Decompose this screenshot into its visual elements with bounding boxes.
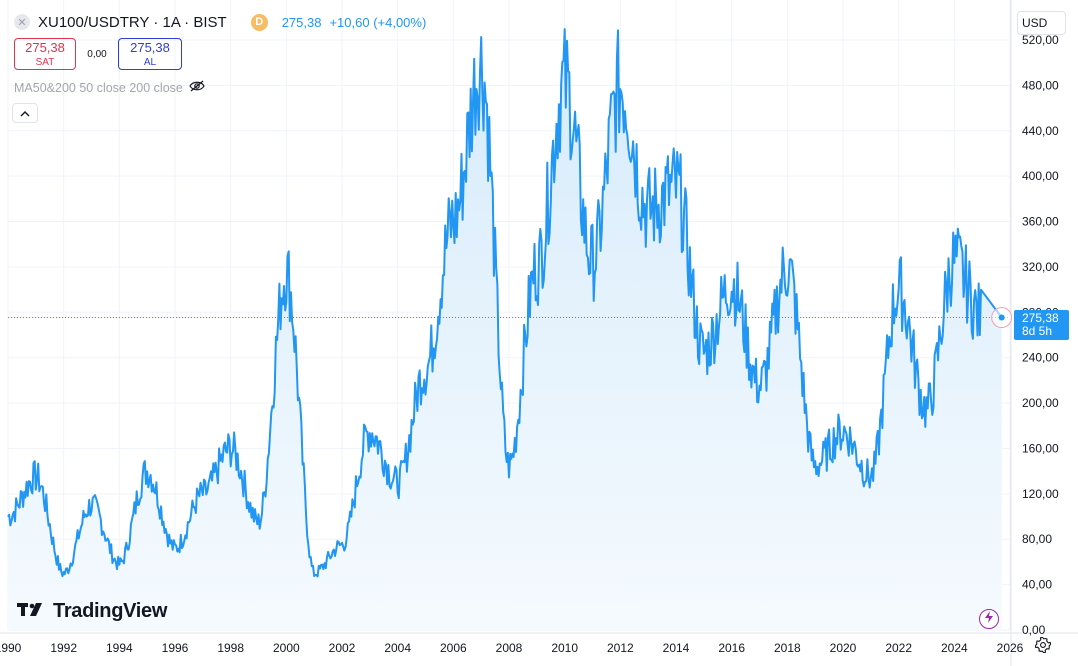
header-last-price: 275,38 bbox=[281, 14, 322, 30]
y-tick-label: 40,00 bbox=[1022, 578, 1052, 592]
gear-icon bbox=[1034, 636, 1052, 658]
buy-price: 275,38 bbox=[130, 40, 170, 55]
tradingview-logo[interactable]: TradingView bbox=[17, 600, 167, 623]
y-tick-label: 0,00 bbox=[1022, 623, 1046, 637]
flash-button[interactable] bbox=[979, 609, 999, 629]
x-tick-label: 2012 bbox=[607, 641, 634, 655]
y-tick-label: 360,00 bbox=[1022, 215, 1059, 229]
x-tick-label: 2006 bbox=[440, 641, 467, 655]
sell-label: SAT bbox=[35, 57, 55, 68]
gear-button[interactable] bbox=[1034, 636, 1052, 658]
x-tick-label: 2016 bbox=[718, 641, 745, 655]
y-tick-label: 200,00 bbox=[1022, 396, 1059, 410]
logo-text: TradingView bbox=[53, 600, 168, 622]
symbol-title[interactable]: XU100/USDTRY · 1A · BIST bbox=[38, 13, 227, 31]
currency-button[interactable]: USD bbox=[1017, 11, 1066, 35]
y-tick-label: 400,00 bbox=[1022, 169, 1059, 183]
y-tick-label: 480,00 bbox=[1022, 78, 1059, 92]
x-tick-label: 2002 bbox=[329, 641, 356, 655]
buy-button[interactable]: 275,38 AL bbox=[118, 38, 182, 70]
y-tick-label: 440,00 bbox=[1022, 124, 1059, 138]
x-tick-label: 1992 bbox=[50, 641, 77, 655]
x-tick-label: 2024 bbox=[941, 641, 968, 655]
chevron-up-icon bbox=[20, 104, 30, 122]
trade-panel: 275,38 SAT 0,00 275,38 AL bbox=[14, 38, 182, 70]
x-tick-label: 2004 bbox=[384, 641, 411, 655]
x-tick-label: 2014 bbox=[663, 641, 690, 655]
last-point-dot bbox=[998, 314, 1005, 321]
symbol-header: ✕ XU100/USDTRY · 1A · BIST D 275,38 +10,… bbox=[14, 8, 426, 36]
y-tick-label: 160,00 bbox=[1022, 441, 1059, 455]
spread-value: 0,00 bbox=[87, 48, 107, 60]
y-tick-label: 120,00 bbox=[1022, 487, 1059, 501]
x-tick-label: 2026 bbox=[997, 641, 1024, 655]
x-tick-label: 1998 bbox=[217, 641, 244, 655]
buy-label: AL bbox=[143, 57, 157, 68]
x-tick-label: 2010 bbox=[551, 641, 578, 655]
header-change: +10,60 (+4,00%) bbox=[329, 14, 427, 30]
data-source-badge[interactable]: D bbox=[250, 13, 268, 31]
x-tick-label: 2000 bbox=[273, 641, 300, 655]
x-tick-label: 1990 bbox=[0, 641, 22, 655]
y-tick-label: 240,00 bbox=[1022, 351, 1059, 365]
y-tick-label: 520,00 bbox=[1022, 33, 1059, 47]
x-tick-label: 2020 bbox=[830, 641, 857, 655]
bar-countdown: 8d 5h bbox=[1022, 323, 1053, 338]
indicator-label[interactable]: MA50&200 50 close 200 close bbox=[14, 80, 183, 95]
y-tick-label: 320,00 bbox=[1022, 260, 1059, 274]
series-line bbox=[7, 28, 1003, 578]
sell-price: 275,38 bbox=[25, 40, 65, 55]
x-tick-label: 1996 bbox=[162, 641, 189, 655]
collapse-legend-button[interactable] bbox=[12, 103, 38, 123]
x-tick-label: 2018 bbox=[774, 641, 801, 655]
tradingview-logo-icon bbox=[17, 600, 47, 623]
y-tick-label: 80,00 bbox=[1022, 532, 1052, 546]
x-tick-label: 2022 bbox=[885, 641, 912, 655]
symbol-icon: ✕ bbox=[14, 14, 30, 30]
flash-icon bbox=[984, 610, 994, 628]
sell-button[interactable]: 275,38 SAT bbox=[14, 38, 76, 70]
x-tick-label: 1994 bbox=[106, 641, 133, 655]
last-price-label: 275,38 8d 5h bbox=[1014, 309, 1069, 340]
last-price-value: 275,38 bbox=[1022, 310, 1059, 325]
indicator-legend[interactable]: MA50&200 50 close 200 close bbox=[14, 80, 205, 95]
eye-off-icon[interactable] bbox=[189, 80, 205, 95]
area-fill bbox=[8, 29, 1002, 631]
x-tick-label: 2008 bbox=[496, 641, 523, 655]
